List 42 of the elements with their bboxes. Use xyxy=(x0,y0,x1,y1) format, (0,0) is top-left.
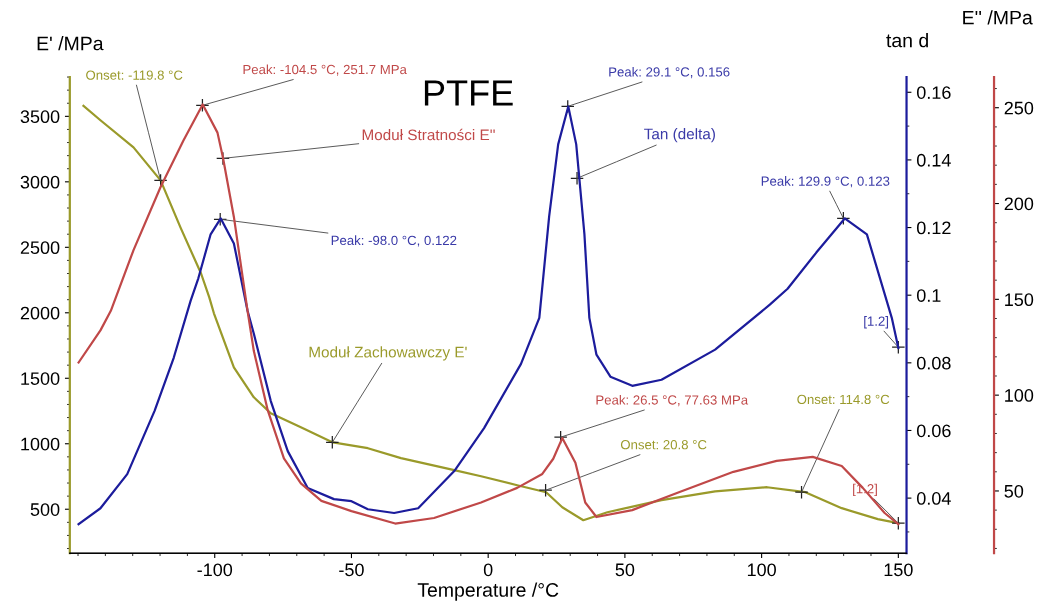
y-tick-label: 2000 xyxy=(20,306,60,320)
y2-tick-label: 0.1 xyxy=(916,289,941,302)
y-tick-label: 2500 xyxy=(20,241,60,255)
annotation: Moduł Zachowawczy E' xyxy=(309,346,467,361)
x-tick-label: 100 xyxy=(747,563,776,577)
y3-tick-label: 250 xyxy=(1004,101,1034,115)
x-axis-title: Temperature /°C xyxy=(417,582,559,601)
annotation: Peak: 26.5 °C, 77.63 MPa xyxy=(596,394,749,407)
y3-tick-label: 100 xyxy=(1005,389,1034,402)
x-tick-label: 50 xyxy=(615,563,635,577)
y2-tick-label: 0.16 xyxy=(916,86,951,99)
y2-tick-label: 0.14 xyxy=(916,153,951,167)
y-tick-label: 3000 xyxy=(20,175,60,189)
annotation: Peak: -98.0 °C, 0.122 xyxy=(331,235,457,247)
x-tick-label: -100 xyxy=(197,563,233,577)
annotation: Peak: 129.9 °C, 0.123 xyxy=(761,176,890,188)
y3-tick-label: 200 xyxy=(1004,197,1034,211)
y2-axis-title: tan d xyxy=(886,33,928,48)
y2-tick-label: 0.08 xyxy=(916,356,951,370)
y2-tick-label: 0.12 xyxy=(916,221,951,235)
y-tick-label: 500 xyxy=(30,503,60,516)
y-axis-title: E' /MPa xyxy=(37,36,104,51)
x-tick-label: 150 xyxy=(884,563,913,577)
annotation: Onset: 20.8 °C xyxy=(620,440,707,450)
y3-axis-title: E'' /MPa xyxy=(963,10,1033,25)
annotation: Peak: -104.5 °C, 251.7 MPa xyxy=(243,64,407,76)
y2-tick-label: 0.04 xyxy=(916,492,951,505)
annotation: Tan (delta) xyxy=(644,128,715,143)
annotation: [1.2] xyxy=(864,316,889,329)
y-tick-label: 3500 xyxy=(20,110,60,124)
chart-title: PTFE xyxy=(424,80,513,106)
annotation: Onset: -119.8 °C xyxy=(86,70,183,80)
x-tick-label: 0 xyxy=(483,563,493,577)
y-tick-label: 1000 xyxy=(21,437,60,451)
annotation: Onset: 114.8 °C xyxy=(797,394,890,405)
y2-tick-label: 0.06 xyxy=(916,424,951,438)
y3-tick-label: 150 xyxy=(1005,293,1034,307)
annotation: Peak: 29.1 °C, 0.156 xyxy=(609,66,730,79)
y3-tick-label: 50 xyxy=(1004,484,1024,498)
annotation: Moduł Stratności E'' xyxy=(362,128,495,141)
y-tick-label: 1500 xyxy=(21,372,60,385)
x-tick-label: -50 xyxy=(339,563,364,577)
